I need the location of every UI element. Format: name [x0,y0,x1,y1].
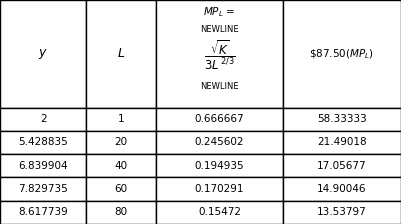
Bar [283,0,401,108]
Bar [0,201,86,224]
Bar [283,154,401,177]
Bar [156,0,283,108]
Text: $\$87.50(MP_L)$: $\$87.50(MP_L)$ [309,47,375,60]
Bar [283,108,401,131]
Bar [283,201,401,224]
Bar [86,154,156,177]
Text: 0.666667: 0.666667 [195,114,244,124]
Bar [156,177,283,201]
Bar [156,108,283,131]
Text: 21.49018: 21.49018 [317,138,367,147]
Text: 8.617739: 8.617739 [18,207,68,217]
Text: 14.90046: 14.90046 [317,184,367,194]
Text: 2: 2 [40,114,47,124]
Text: 58.33333: 58.33333 [317,114,367,124]
Text: $y$: $y$ [38,47,48,61]
Bar [86,131,156,154]
Bar [0,0,86,108]
Text: 5.428835: 5.428835 [18,138,68,147]
Text: $L$: $L$ [117,47,126,60]
Text: 6.839904: 6.839904 [18,161,68,171]
Text: 40: 40 [115,161,128,171]
Text: NEWLINE: NEWLINE [200,25,239,34]
Text: 0.15472: 0.15472 [198,207,241,217]
Text: 0.245602: 0.245602 [195,138,244,147]
Bar [156,154,283,177]
Bar [283,177,401,201]
Bar [86,201,156,224]
Bar [86,0,156,108]
Bar [0,131,86,154]
Text: NEWLINE: NEWLINE [200,82,239,91]
Text: $MP_L$ =: $MP_L$ = [203,5,236,19]
Bar [0,177,86,201]
Text: 80: 80 [115,207,128,217]
Text: 7.829735: 7.829735 [18,184,68,194]
Text: 1: 1 [118,114,125,124]
Text: 0.170291: 0.170291 [195,184,244,194]
Bar [283,131,401,154]
Bar [156,131,283,154]
Text: 20: 20 [115,138,128,147]
Text: 0.194935: 0.194935 [195,161,244,171]
Bar [0,108,86,131]
Bar [156,201,283,224]
Text: 17.05677: 17.05677 [317,161,367,171]
Bar [86,177,156,201]
Text: $\dfrac{\sqrt{K}}{3L^{\,2/3}}$: $\dfrac{\sqrt{K}}{3L^{\,2/3}}$ [204,38,235,72]
Text: 13.53797: 13.53797 [317,207,367,217]
Text: 60: 60 [115,184,128,194]
Bar [0,154,86,177]
Bar [86,108,156,131]
